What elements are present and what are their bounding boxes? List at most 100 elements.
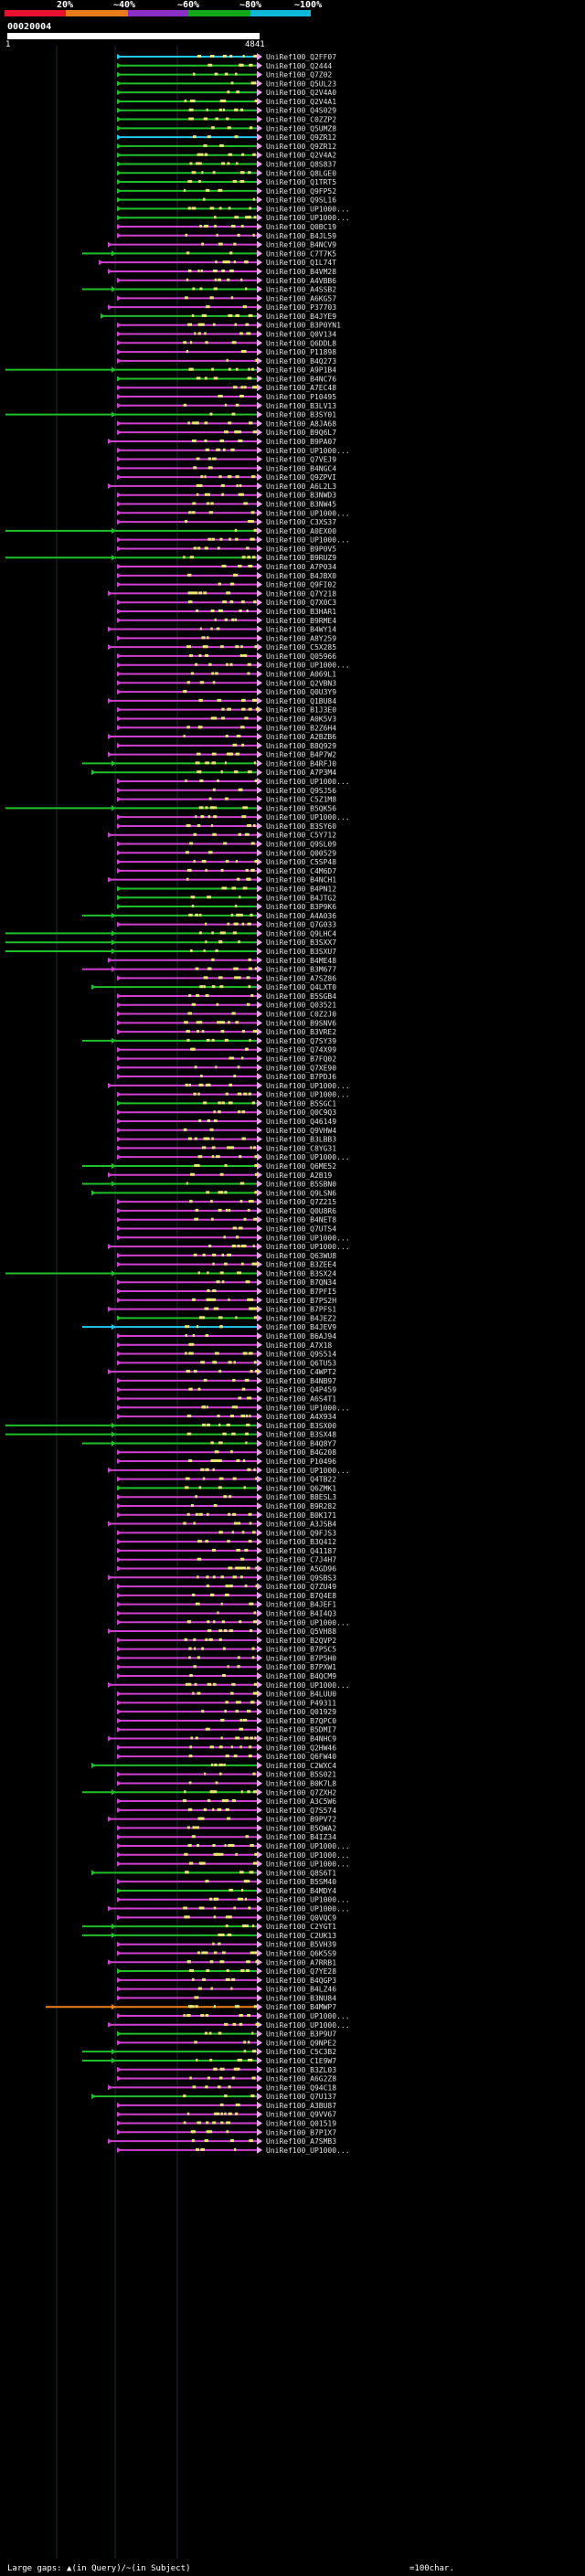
match-mark bbox=[217, 1611, 219, 1615]
match-mark bbox=[224, 1262, 228, 1266]
match-mark bbox=[209, 1128, 214, 1131]
match-mark bbox=[186, 278, 189, 281]
match-mark bbox=[229, 1146, 235, 1150]
match-mark bbox=[190, 1172, 195, 1176]
match-mark bbox=[253, 1361, 257, 1364]
hit-id-label: UniRef100_C3XS37 bbox=[266, 518, 336, 526]
match-mark bbox=[238, 565, 241, 568]
match-mark bbox=[248, 421, 253, 425]
hit-id-label: UniRef100_C2YGT1 bbox=[266, 1923, 336, 1931]
hit-id-label: UniRef100_B3SX00 bbox=[266, 1422, 336, 1430]
hit-id-label: UniRef100_UP1000... bbox=[266, 1153, 350, 1161]
hit-row: UniRef100_C2WXC4 bbox=[91, 1761, 336, 1770]
hit-row: UniRef100_B0K171 bbox=[117, 1511, 336, 1520]
hit-id-label: UniRef100_A6G2Z8 bbox=[266, 2075, 336, 2083]
match-mark bbox=[207, 537, 212, 541]
hit-row: UniRef100_Q9FI02 bbox=[117, 580, 336, 589]
hit-start-arrow bbox=[117, 1896, 122, 1903]
match-mark bbox=[190, 2005, 195, 2009]
hit-start-arrow bbox=[117, 1386, 122, 1393]
match-mark bbox=[219, 931, 225, 935]
match-mark bbox=[203, 1101, 207, 1105]
hit-id-label: UniRef100_B4QGP3 bbox=[266, 1977, 336, 1985]
hit-id-label: UniRef100_Q74X99 bbox=[266, 1046, 336, 1055]
hit-end-arrow bbox=[257, 724, 262, 732]
match-mark bbox=[205, 1880, 209, 1883]
hit-id-label: UniRef100_Q7YE28 bbox=[266, 1967, 336, 1976]
hit-id-label: UniRef100_A5GD96 bbox=[266, 1565, 336, 1574]
hit-end-arrow bbox=[257, 1779, 262, 1787]
match-mark bbox=[185, 296, 188, 300]
match-mark bbox=[248, 313, 253, 317]
hit-row: UniRef100_B4NET8 bbox=[117, 1215, 336, 1224]
hit-id-label: UniRef100_B3NU84 bbox=[266, 1994, 336, 2002]
match-mark bbox=[185, 1871, 189, 1874]
match-mark bbox=[189, 1673, 193, 1677]
match-mark bbox=[237, 1656, 240, 1659]
match-mark bbox=[246, 1566, 250, 1570]
match-mark bbox=[206, 1038, 210, 1042]
match-mark bbox=[216, 2112, 220, 2115]
match-mark bbox=[229, 1585, 233, 1588]
hit-start-arrow bbox=[91, 1762, 96, 1768]
hit-end-arrow bbox=[257, 535, 262, 544]
match-mark bbox=[252, 1030, 258, 1034]
match-mark bbox=[221, 1933, 225, 1936]
match-mark bbox=[242, 1245, 247, 1248]
match-mark bbox=[187, 323, 193, 326]
hit-id-label: UniRef100_Q6ME52 bbox=[266, 1162, 336, 1171]
match-mark bbox=[206, 305, 210, 309]
match-mark bbox=[232, 1245, 237, 1248]
hit-end-arrow bbox=[257, 1269, 262, 1277]
hit-start-arrow bbox=[117, 1798, 122, 1805]
match-mark bbox=[211, 1137, 214, 1140]
match-mark bbox=[235, 1235, 239, 1239]
match-mark bbox=[226, 117, 229, 121]
hit-row: UniRef100_Q5UMZ8 bbox=[117, 124, 336, 133]
match-mark bbox=[207, 636, 209, 640]
hit-start-arrow bbox=[117, 1879, 122, 1885]
match-mark bbox=[218, 242, 223, 246]
match-mark bbox=[248, 877, 250, 881]
match-mark bbox=[218, 278, 221, 281]
hit-row: UniRef100_UP1000... bbox=[108, 1904, 350, 1913]
hit-start-arrow bbox=[117, 787, 122, 793]
match-mark bbox=[241, 922, 245, 926]
match-mark bbox=[246, 1002, 250, 1006]
hit-row: UniRef100_B4IZ34 bbox=[117, 1833, 336, 1841]
hit-id-label: UniRef100_B7PXW1 bbox=[266, 1663, 336, 1671]
match-mark bbox=[218, 108, 223, 111]
hit-id-label: UniRef100_P10496 bbox=[266, 1458, 336, 1466]
match-mark bbox=[222, 1673, 226, 1677]
match-mark bbox=[218, 395, 223, 398]
hit-end-arrow bbox=[257, 571, 262, 579]
hit-start-arrow bbox=[117, 1565, 122, 1572]
match-mark bbox=[183, 1128, 187, 1131]
hit-id-label: UniRef100_B4ME48 bbox=[266, 957, 336, 965]
hit-row: UniRef100_B4NGC4 bbox=[117, 464, 336, 472]
match-mark bbox=[188, 1682, 192, 1686]
match-mark bbox=[191, 2139, 195, 2143]
hit-row: UniRef100_B4MWP7 bbox=[46, 2003, 336, 2011]
match-mark bbox=[233, 242, 237, 246]
hit-start-arrow bbox=[117, 1637, 122, 1643]
hit-end-arrow bbox=[257, 688, 262, 696]
match-mark bbox=[213, 815, 218, 819]
match-mark bbox=[252, 1924, 255, 1928]
match-mark bbox=[198, 1512, 203, 1516]
match-mark bbox=[204, 2139, 209, 2143]
match-mark bbox=[224, 1038, 229, 1042]
match-mark bbox=[239, 1620, 242, 1624]
match-mark bbox=[196, 493, 199, 496]
hit-id-label: UniRef100_UP1000... bbox=[266, 214, 350, 222]
hit-end-arrow bbox=[257, 670, 262, 678]
hit-start-arrow bbox=[117, 1556, 122, 1563]
hit-row: UniRef100_B7P1X7 bbox=[117, 2128, 336, 2136]
match-mark bbox=[197, 823, 201, 827]
match-mark bbox=[225, 1701, 229, 1704]
hit-row: UniRef100_A7RRB1 bbox=[108, 1958, 336, 1966]
hit-row: UniRef100_Q46149 bbox=[117, 1118, 336, 1126]
match-mark bbox=[186, 2014, 191, 2018]
match-mark bbox=[213, 376, 218, 380]
hit-row: UniRef100_P49311 bbox=[117, 1699, 336, 1707]
